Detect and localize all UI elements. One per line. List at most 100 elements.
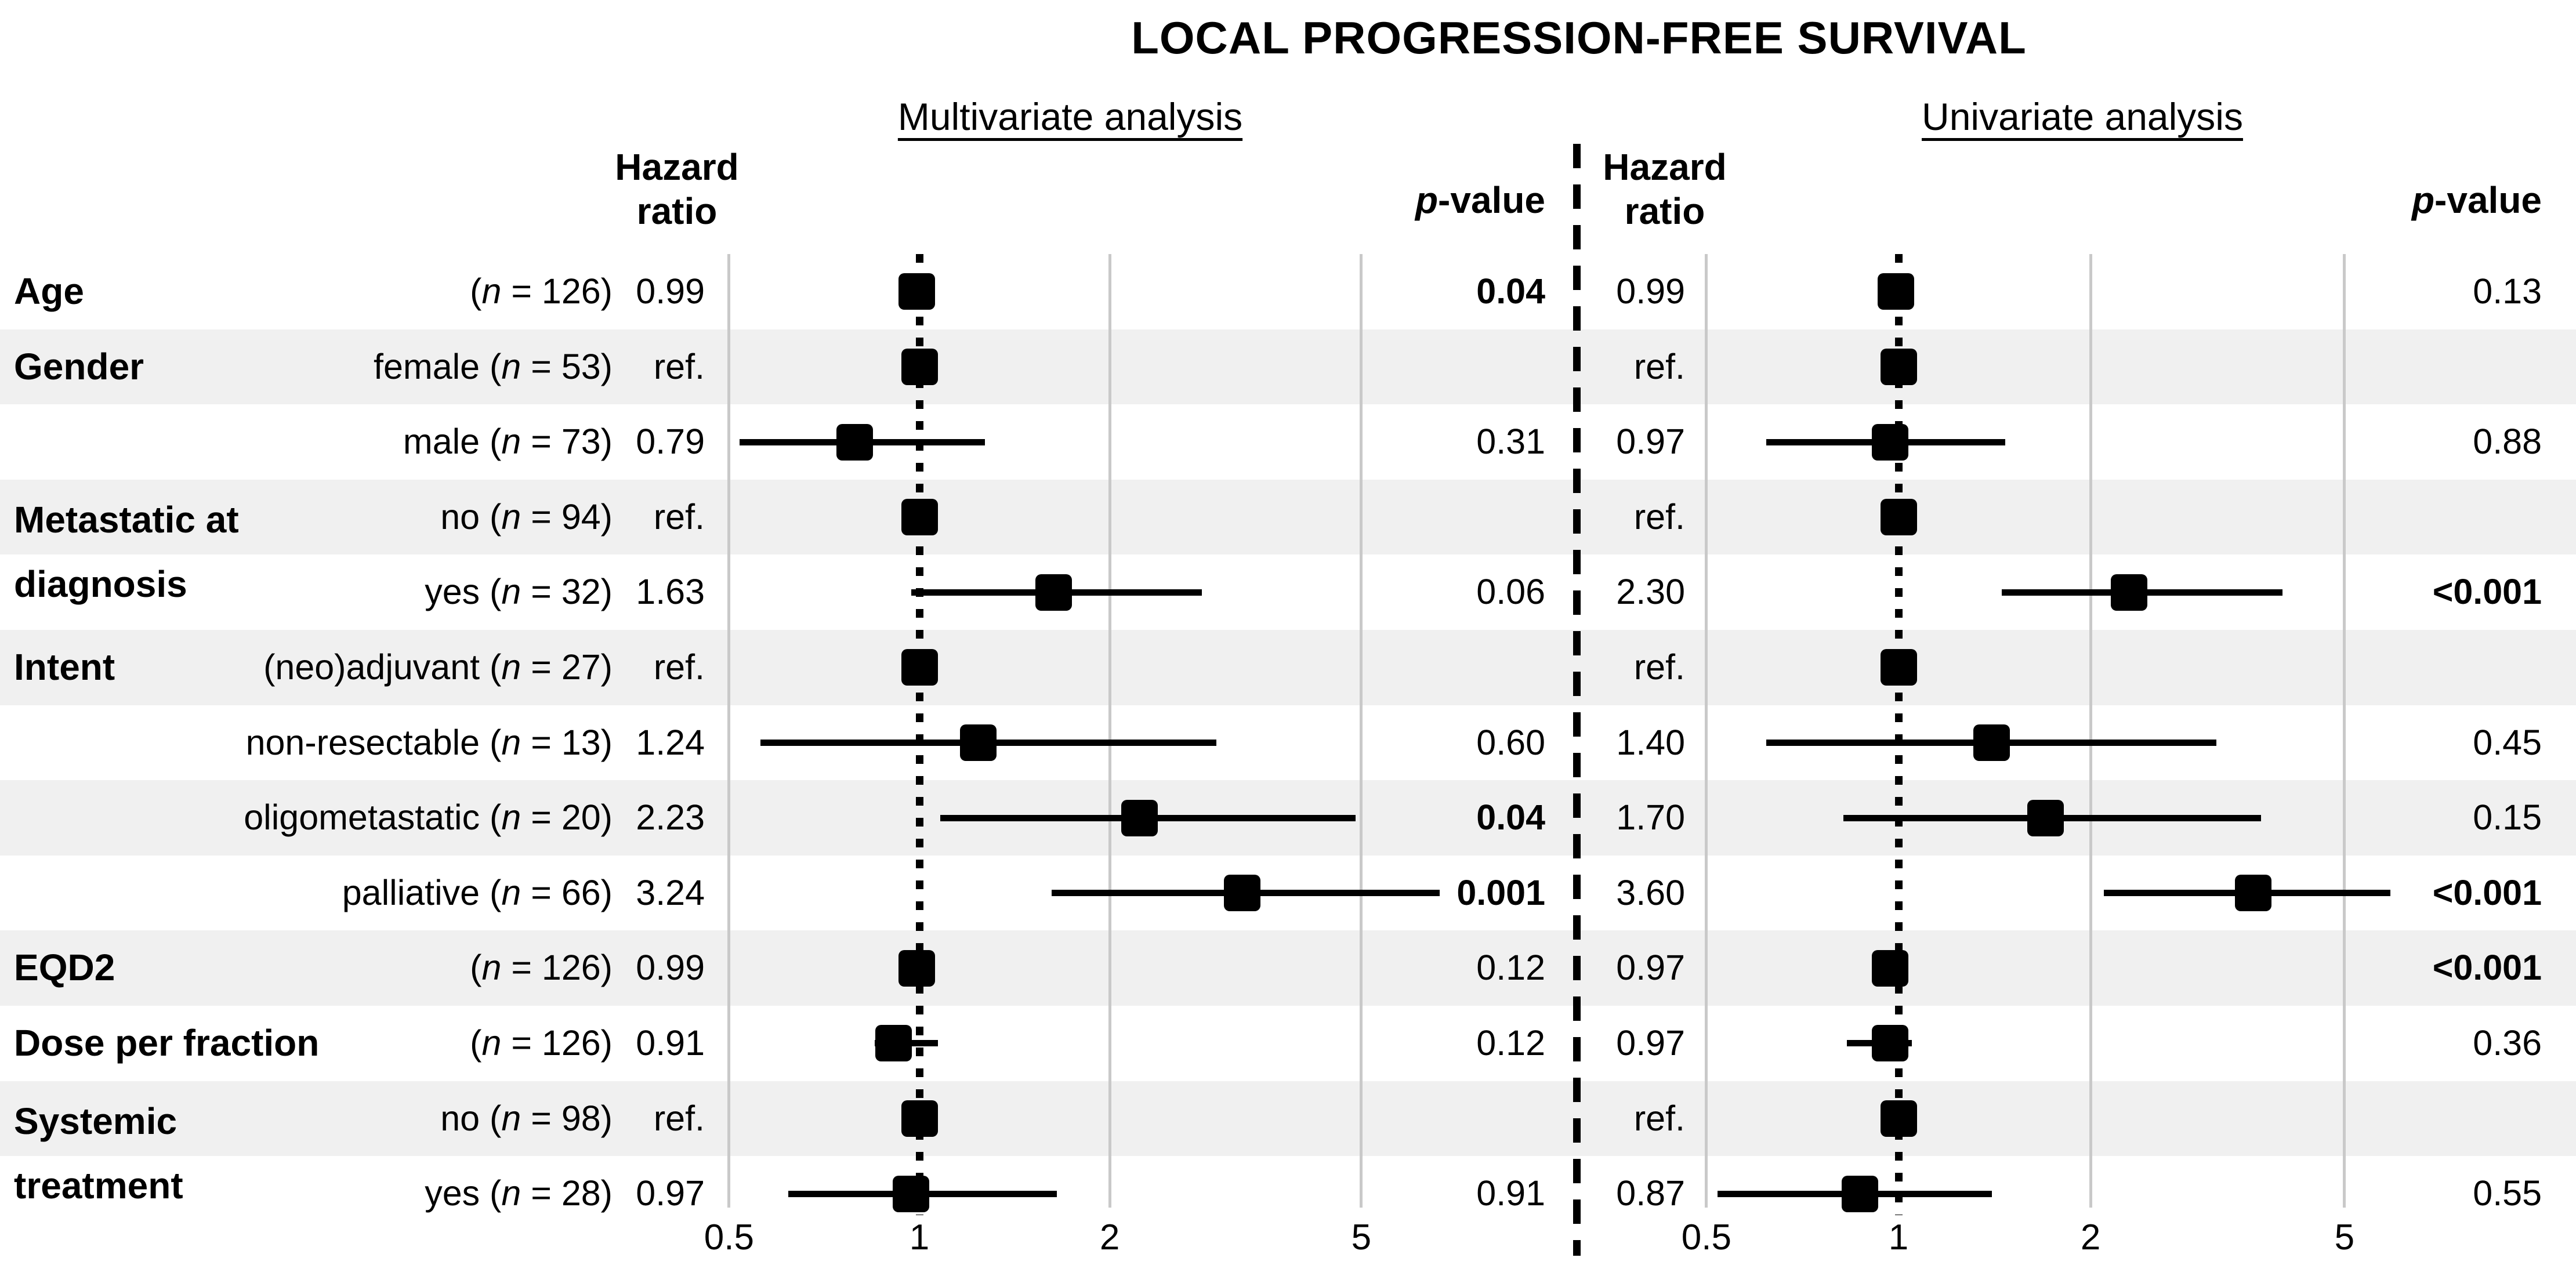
hr-value-multivariate: 0.91	[636, 1023, 705, 1063]
p-value-univariate: 0.88	[2473, 422, 2542, 462]
p-value-multivariate: 0.04	[1476, 798, 1545, 838]
p-value-univariate: 0.15	[2473, 798, 2542, 838]
hr-marker-multivariate	[960, 724, 997, 761]
hr-marker-multivariate	[898, 273, 935, 310]
hr-value-univariate: 3.60	[1616, 872, 1685, 912]
hr-marker-multivariate	[901, 1100, 938, 1137]
p-value-univariate: <0.001	[2432, 948, 2542, 988]
hr-value-univariate: ref.	[1633, 1098, 1685, 1138]
axis-tick-label: 1	[1888, 1217, 1909, 1257]
row-label: (neo)adjuvant (n = 27)	[263, 647, 613, 687]
hr-value-multivariate: 1.63	[636, 572, 705, 612]
hr-value-univariate: ref.	[1633, 346, 1685, 386]
hr-value-multivariate: ref.	[653, 346, 705, 386]
hr-marker-univariate	[2027, 799, 2064, 836]
hr-marker-multivariate	[901, 499, 938, 536]
p-value-header-multivariate: p-value	[1415, 179, 1545, 221]
axis-tick-label: 5	[1351, 1217, 1372, 1257]
gridline-multivariate	[1360, 254, 1363, 1208]
hr-value-univariate: 0.97	[1616, 1023, 1685, 1063]
row-band	[0, 479, 2576, 555]
axis-tick-label: 0.5	[704, 1217, 754, 1257]
gridline-univariate	[2343, 254, 2346, 1208]
hr-value-univariate: 0.97	[1616, 948, 1685, 988]
hr-marker-multivariate	[1224, 875, 1260, 912]
univariate-analysis-header: Univariate analysis	[1922, 95, 2243, 138]
gridline-univariate	[2089, 254, 2092, 1208]
hazard-ratio-header-univariate: Hazard ratio	[1603, 146, 1727, 232]
hr-marker-multivariate	[898, 949, 935, 987]
hr-marker-univariate	[1880, 348, 1917, 385]
row-label: no (n = 94)	[440, 496, 613, 537]
hr-marker-multivariate	[1035, 574, 1072, 611]
p-value-univariate: 0.45	[2473, 722, 2542, 762]
hr-value-multivariate: 0.99	[636, 271, 705, 311]
panel-divider	[1573, 144, 1581, 1256]
p-value-multivariate: 0.91	[1476, 1173, 1545, 1213]
row-label: no (n = 98)	[440, 1098, 613, 1138]
hr-value-multivariate: 2.23	[636, 798, 705, 838]
hr-value-univariate: ref.	[1633, 647, 1685, 687]
row-label: palliative (n = 66)	[342, 872, 613, 912]
hr-value-univariate: 0.99	[1616, 271, 1685, 311]
group-label: Dose per fraction	[14, 1022, 320, 1064]
gridline-multivariate	[1108, 254, 1111, 1208]
hr-marker-multivariate	[893, 1175, 930, 1212]
p-value-multivariate: 0.06	[1476, 572, 1545, 612]
hr-marker-multivariate	[836, 423, 873, 461]
p-value-header-univariate: p-value	[2411, 179, 2542, 221]
row-label: non-resectable (n = 13)	[245, 722, 613, 762]
group-label: Metastatic at diagnosis	[14, 498, 239, 605]
hr-value-multivariate: 0.79	[636, 422, 705, 462]
group-label: Systemic treatment	[14, 1100, 183, 1206]
hr-marker-univariate	[1973, 724, 2010, 761]
p-value-univariate: <0.001	[2432, 572, 2542, 612]
row-band	[0, 1081, 2576, 1157]
axis-tick-label: 5	[2334, 1217, 2355, 1257]
group-label: Intent	[14, 646, 115, 688]
reference-line-multivariate	[915, 254, 923, 1215]
hr-marker-univariate	[1877, 273, 1914, 310]
hr-marker-univariate	[1880, 649, 1917, 686]
row-label: (n = 126)	[470, 948, 613, 988]
group-label: EQD2	[14, 947, 115, 989]
row-band	[0, 930, 2576, 1006]
row-label: (n = 126)	[470, 1023, 613, 1063]
axis-tick-label: 1	[909, 1217, 930, 1257]
axis-tick-label: 0.5	[1681, 1217, 1731, 1257]
hr-value-univariate: ref.	[1633, 496, 1685, 537]
hr-marker-univariate	[2235, 875, 2272, 912]
hr-value-multivariate: 3.24	[636, 872, 705, 912]
row-label: yes (n = 32)	[425, 572, 613, 612]
p-value-univariate: 0.55	[2473, 1173, 2542, 1213]
hr-marker-multivariate	[901, 348, 938, 385]
hr-value-univariate: 0.97	[1616, 422, 1685, 462]
p-value-multivariate: 0.001	[1457, 872, 1545, 912]
hr-marker-univariate	[2111, 574, 2148, 611]
hr-value-univariate: 1.70	[1616, 798, 1685, 838]
hr-value-multivariate: 0.97	[636, 1173, 705, 1213]
axis-tick-label: 2	[1099, 1217, 1120, 1257]
hr-marker-univariate	[1871, 1025, 1908, 1062]
row-label: oligometastatic (n = 20)	[244, 798, 613, 838]
p-value-multivariate: 0.04	[1476, 271, 1545, 311]
hr-value-multivariate: ref.	[653, 647, 705, 687]
hr-value-multivariate: 1.24	[636, 722, 705, 762]
hr-marker-univariate	[1880, 499, 1917, 536]
group-label: Age	[14, 270, 84, 312]
hr-value-univariate: 2.30	[1616, 572, 1685, 612]
axis-tick-label: 2	[2080, 1217, 2101, 1257]
p-value-univariate: 0.13	[2473, 271, 2542, 311]
row-label: (n = 126)	[470, 271, 613, 311]
hazard-ratio-header-multivariate: Hazard ratio	[615, 146, 739, 232]
figure-title: LOCAL PROGRESSION-FREE SURVIVAL	[1131, 12, 2027, 63]
row-band	[0, 329, 2576, 405]
p-value-multivariate: 0.60	[1476, 722, 1545, 762]
row-label: yes (n = 28)	[425, 1173, 613, 1213]
reference-line-univariate	[1894, 254, 1903, 1215]
hr-value-multivariate: ref.	[653, 496, 705, 537]
group-label: Gender	[14, 345, 144, 387]
hr-marker-univariate	[1871, 949, 1908, 987]
